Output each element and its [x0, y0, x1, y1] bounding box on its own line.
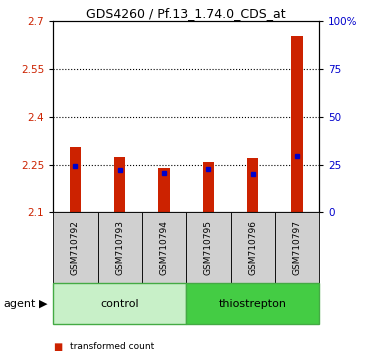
Text: GSM710797: GSM710797 [293, 220, 302, 275]
Bar [203, 162, 214, 212]
Text: control: control [100, 298, 139, 309]
Bar [114, 156, 125, 212]
Bar [291, 36, 302, 212]
Title: GDS4260 / Pf.13_1.74.0_CDS_at: GDS4260 / Pf.13_1.74.0_CDS_at [86, 7, 286, 20]
Text: GSM710794: GSM710794 [160, 220, 169, 275]
Text: GSM710792: GSM710792 [71, 220, 80, 275]
Text: GSM710793: GSM710793 [115, 220, 124, 275]
Bar [247, 158, 258, 212]
Bar [70, 147, 81, 212]
Text: agent: agent [4, 298, 36, 309]
Bar [158, 168, 169, 212]
Text: GSM710795: GSM710795 [204, 220, 213, 275]
Text: ■: ■ [53, 342, 62, 352]
Text: thiostrepton: thiostrepton [219, 298, 287, 309]
Text: GSM710796: GSM710796 [248, 220, 257, 275]
Text: ▶: ▶ [40, 298, 48, 309]
Text: transformed count: transformed count [70, 342, 155, 352]
